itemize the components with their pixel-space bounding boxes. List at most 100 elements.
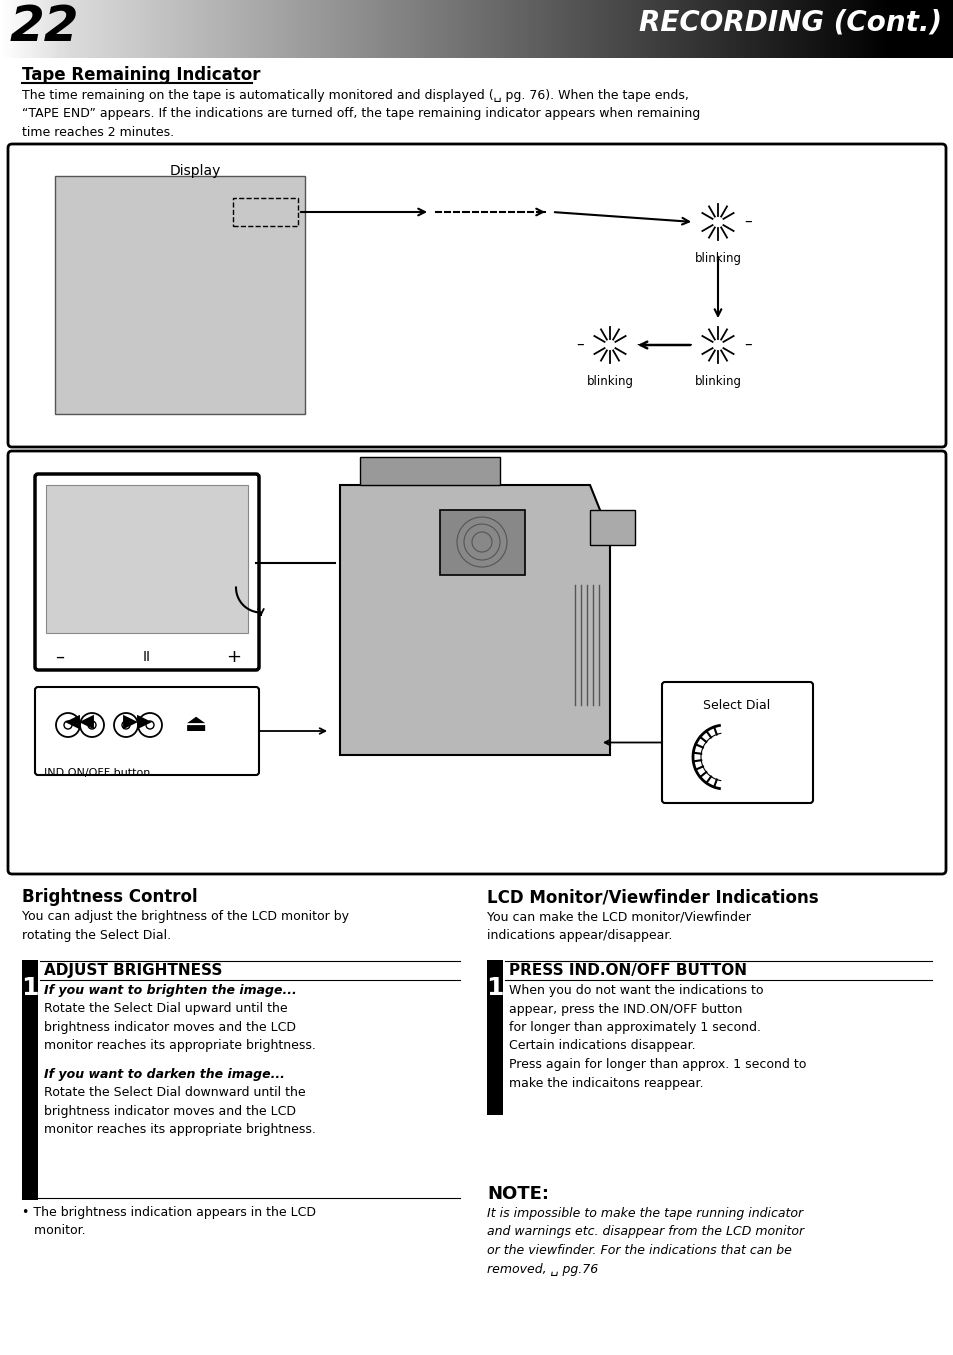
Bar [302, 0, 305, 58]
Bar [781, 0, 784, 58]
Bar [222, 0, 226, 58]
Bar [479, 0, 483, 58]
Bar [270, 0, 274, 58]
Bar [724, 0, 727, 58]
Text: ⏏: ⏏ [185, 711, 207, 736]
Bar [340, 0, 343, 58]
Bar [114, 0, 117, 58]
Bar [429, 0, 432, 58]
Bar [67, 0, 70, 58]
Text: blinking: blinking [694, 252, 740, 266]
Bar [693, 0, 696, 58]
Bar [534, 0, 537, 58]
Bar [858, 0, 861, 58]
Bar [546, 0, 550, 58]
Bar [946, 0, 950, 58]
Text: RECORDING (Cont.): RECORDING (Cont.) [639, 8, 941, 37]
Bar [22, 0, 26, 58]
Bar [131, 0, 133, 58]
Bar [219, 0, 222, 58]
Bar [289, 0, 293, 58]
Bar [841, 0, 845, 58]
Bar [893, 0, 896, 58]
Bar [924, 0, 927, 58]
Bar [569, 0, 572, 58]
Bar [870, 0, 874, 58]
Text: Rotate the Select Dial downward until the
brightness indicator moves and the LCD: Rotate the Select Dial downward until th… [44, 1085, 315, 1135]
Text: –: – [55, 648, 65, 667]
Bar [117, 0, 121, 58]
Bar [807, 0, 810, 58]
Bar [321, 0, 324, 58]
Text: ◀◀: ◀◀ [65, 711, 95, 730]
Bar [324, 0, 327, 58]
Text: –: – [683, 336, 691, 351]
Bar [937, 0, 941, 58]
Bar [83, 0, 86, 58]
Bar [801, 0, 803, 58]
Bar [784, 0, 788, 58]
Bar [934, 0, 937, 58]
Bar [788, 0, 791, 58]
Bar [886, 0, 889, 58]
Bar [746, 0, 750, 58]
Bar [264, 0, 267, 58]
Bar [817, 0, 820, 58]
Bar [517, 0, 521, 58]
Bar [457, 0, 460, 58]
Bar [346, 0, 350, 58]
Bar [600, 0, 603, 58]
Bar [486, 959, 502, 1115]
Text: –: – [743, 214, 751, 229]
Bar [365, 0, 369, 58]
Bar [312, 0, 314, 58]
Bar [400, 0, 403, 58]
Bar [403, 0, 407, 58]
Bar [174, 0, 178, 58]
Bar [474, 0, 476, 58]
Bar [664, 0, 667, 58]
Bar [486, 0, 489, 58]
Bar [794, 0, 798, 58]
Bar [233, 198, 297, 226]
Bar [889, 0, 893, 58]
Bar [712, 0, 715, 58]
Bar [76, 0, 79, 58]
Bar [372, 0, 375, 58]
Bar [3, 0, 7, 58]
Bar [19, 0, 22, 58]
Text: Tape Remaining Indicator: Tape Remaining Indicator [22, 66, 260, 84]
Bar [718, 0, 721, 58]
Text: II: II [143, 650, 151, 664]
Bar [384, 0, 388, 58]
Bar [658, 0, 660, 58]
Bar [489, 0, 493, 58]
Text: –: – [636, 336, 643, 351]
Bar [677, 0, 679, 58]
Bar [636, 0, 639, 58]
Bar [584, 0, 588, 58]
FancyBboxPatch shape [35, 687, 258, 775]
Bar [143, 0, 146, 58]
Bar [235, 0, 238, 58]
Bar [632, 0, 636, 58]
Text: You can adjust the brightness of the LCD monitor by
rotating the Select Dial.: You can adjust the brightness of the LCD… [22, 911, 349, 942]
Bar [896, 0, 899, 58]
Bar [826, 0, 829, 58]
Bar [648, 0, 651, 58]
Bar [899, 0, 902, 58]
Bar [391, 0, 394, 58]
Bar [276, 0, 279, 58]
Bar [51, 0, 54, 58]
Bar [238, 0, 241, 58]
Bar [188, 0, 191, 58]
Bar [832, 0, 836, 58]
Bar [740, 0, 743, 58]
Bar [422, 0, 426, 58]
Bar [737, 0, 740, 58]
Bar [127, 0, 131, 58]
Bar [29, 0, 31, 58]
Bar [483, 0, 486, 58]
Bar [610, 0, 613, 58]
Bar [660, 0, 664, 58]
